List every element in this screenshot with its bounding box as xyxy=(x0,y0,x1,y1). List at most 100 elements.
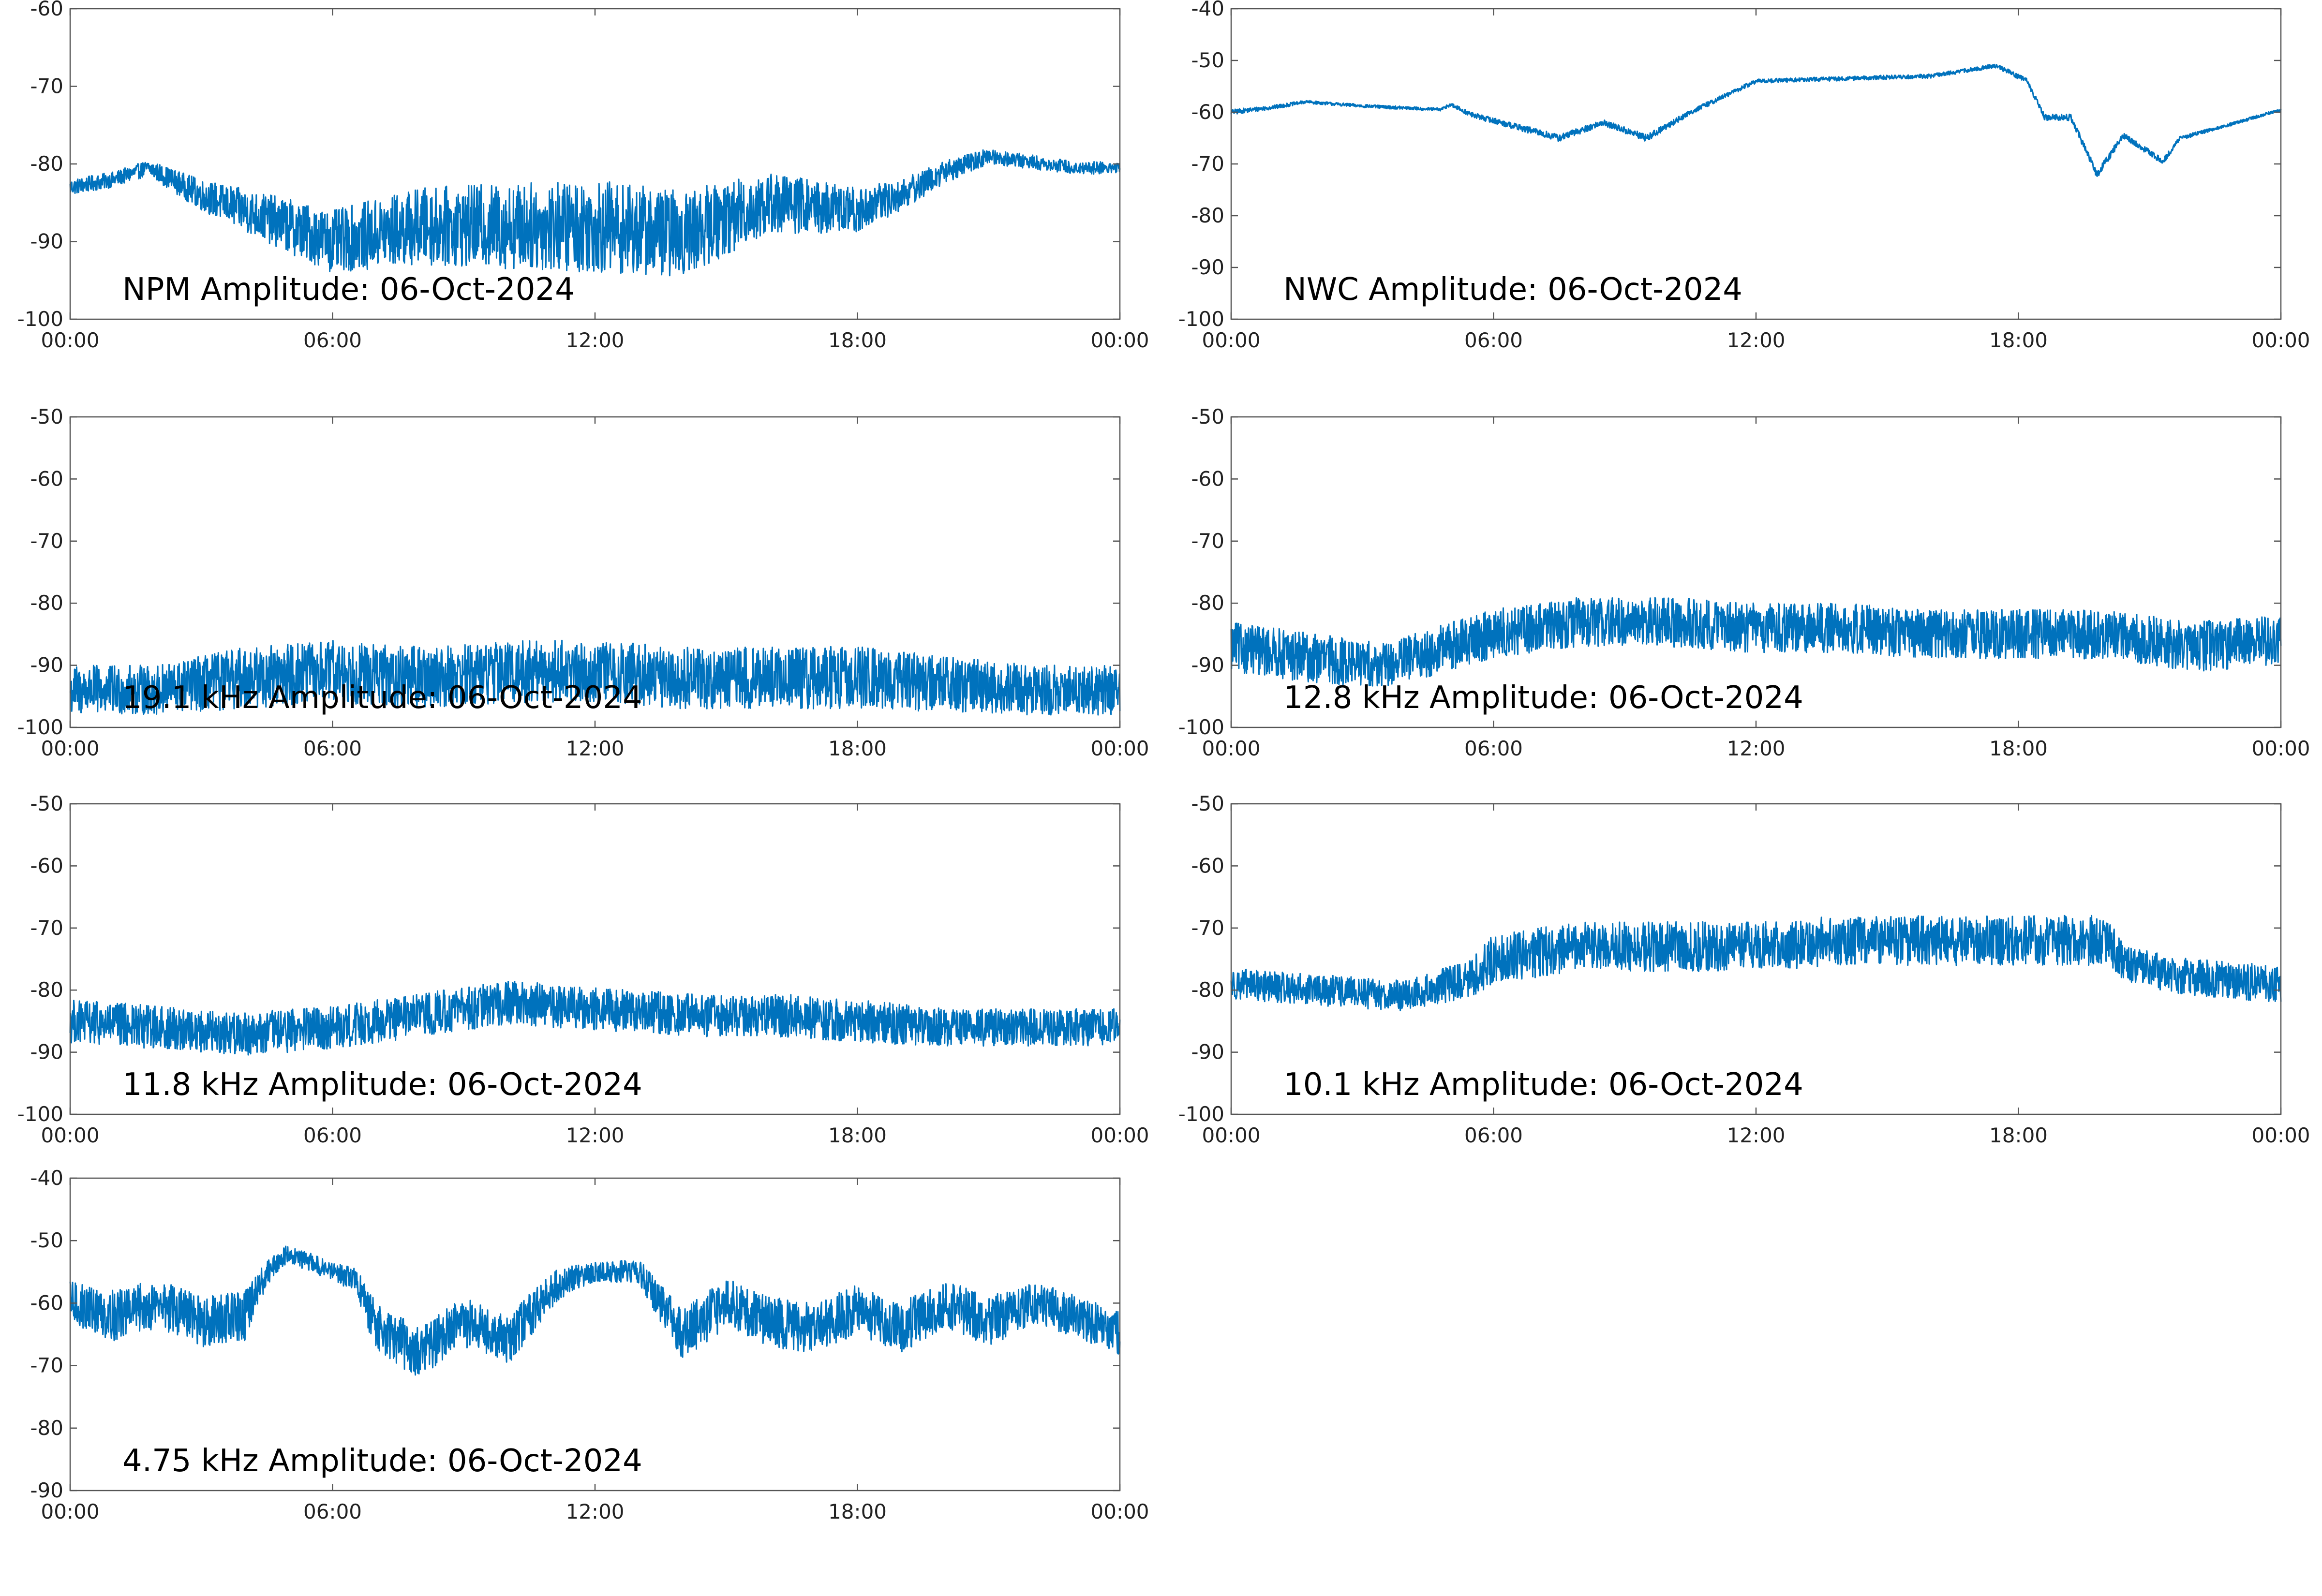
x-tick-label: 00:00 xyxy=(2251,1123,2310,1147)
y-tick-label: -80 xyxy=(1191,204,1224,227)
y-tick-label: -100 xyxy=(1178,307,1224,331)
x-tick-label: 06:00 xyxy=(1464,737,1523,760)
chart-panel-10-1-khz: -100 -90 -80 -70 -60 -50 00:00 06:00 12:00 18:00 0… xyxy=(1161,764,2322,1151)
x-tick-label: 12:00 xyxy=(1727,328,1785,352)
x-tick-label: 12:00 xyxy=(1727,1123,1785,1147)
y-tick-label: -90 xyxy=(30,653,63,677)
plot-title: 10.1 kHz Amplitude: 06-Oct-2024 xyxy=(1283,1067,1803,1103)
plot-title: 19.1 kHz Amplitude: 06-Oct-2024 xyxy=(122,680,642,716)
y-tick-label: -50 xyxy=(1191,48,1224,72)
y-tick-label: -90 xyxy=(1191,653,1224,677)
x-tick-label: 18:00 xyxy=(828,737,887,760)
y-tick-label: -60 xyxy=(1191,467,1224,490)
x-tick-label: 18:00 xyxy=(1989,737,2048,760)
series-line xyxy=(1230,915,2282,1011)
x-tick-label: 18:00 xyxy=(828,328,887,352)
x-tick-label: 00:00 xyxy=(1090,737,1149,760)
y-tick-label: -50 xyxy=(30,792,63,815)
y-tick-label: -70 xyxy=(30,529,63,553)
y-tick-label: -50 xyxy=(1191,792,1224,815)
y-tick-label: -100 xyxy=(17,715,63,739)
chart-panel-19-1-khz: -100 -90 -80 -70 -60 -50 00:00 06:00 12:00 18:00 0… xyxy=(0,377,1161,764)
y-tick-label: -60 xyxy=(30,854,63,877)
y-tick-label: -70 xyxy=(30,1354,63,1377)
y-tick-label: -60 xyxy=(30,467,63,490)
y-tick-label: -100 xyxy=(1178,715,1224,739)
y-tick-label: -90 xyxy=(1191,1040,1224,1064)
x-tick-label: 06:00 xyxy=(303,1500,362,1523)
chart-nwc: -100 -90 -80 -70 -60 -50 -40 00:00 06:00 12:00 18:… xyxy=(1178,0,2310,352)
plot-title: 11.8 kHz Amplitude: 06-Oct-2024 xyxy=(122,1067,642,1103)
y-tick-label: -90 xyxy=(30,230,63,253)
series-line xyxy=(69,149,1121,277)
y-tick-label: -50 xyxy=(30,405,63,429)
chart-panel-npm: -100 -90 -80 -70 -60 00:00 06:00 12:00 18:00 00:0… xyxy=(0,0,1161,377)
x-tick-label: 12:00 xyxy=(566,328,624,352)
y-tick-label: -90 xyxy=(1191,255,1224,279)
plot-title: NPM Amplitude: 06-Oct-2024 xyxy=(122,272,575,308)
x-tick-label: 12:00 xyxy=(1727,737,1785,760)
chart-11-8-khz: -100 -90 -80 -70 -60 -50 00:00 06:00 12:00 18:00 0… xyxy=(17,792,1149,1147)
x-tick-label: 00:00 xyxy=(1090,328,1149,352)
x-tick-label: 18:00 xyxy=(1989,1123,2048,1147)
x-tick-label: 00:00 xyxy=(41,1500,99,1523)
x-tick-label: 06:00 xyxy=(303,328,362,352)
x-tick-label: 00:00 xyxy=(41,328,99,352)
series-line xyxy=(69,981,1121,1056)
chart-4-75-khz: -90 -80 -70 -60 -50 -40 00:00 06:00 12:00 18:00 00… xyxy=(30,1166,1149,1523)
chart-panel-11-8-khz: -100 -90 -80 -70 -60 -50 00:00 06:00 12:00 18:00 0… xyxy=(0,764,1161,1151)
x-tick-label: 12:00 xyxy=(566,1500,624,1523)
chart-panel-nwc: -100 -90 -80 -70 -60 -50 -40 00:00 06:00 12:00 18:… xyxy=(1161,0,2322,377)
series-line xyxy=(69,639,1121,716)
chart-10-1-khz: -100 -90 -80 -70 -60 -50 00:00 06:00 12:00 18:00 0… xyxy=(1178,792,2310,1147)
series-line xyxy=(1230,63,2282,177)
y-tick-label: -60 xyxy=(30,1291,63,1315)
y-tick-label: -90 xyxy=(30,1040,63,1064)
x-tick-label: 06:00 xyxy=(1464,1123,1523,1147)
y-tick-label: -80 xyxy=(1191,591,1224,615)
series-line xyxy=(1230,597,2282,687)
y-tick-label: -80 xyxy=(30,978,63,1002)
x-tick-label: 18:00 xyxy=(828,1500,887,1523)
chart-npm: -100 -90 -80 -70 -60 00:00 06:00 12:00 18:00 00:0… xyxy=(17,0,1149,352)
x-tick-label: 06:00 xyxy=(303,1123,362,1147)
x-tick-label: 00:00 xyxy=(1202,328,1260,352)
x-tick-label: 00:00 xyxy=(1090,1123,1149,1147)
x-tick-label: 00:00 xyxy=(2251,737,2310,760)
y-tick-label: -70 xyxy=(1191,529,1224,553)
x-tick-label: 18:00 xyxy=(828,1123,887,1147)
x-tick-label: 12:00 xyxy=(566,1123,624,1147)
y-tick-label: -60 xyxy=(1191,854,1224,877)
chart-19-1-khz: -100 -90 -80 -70 -60 -50 00:00 06:00 12:00 18:00 0… xyxy=(17,405,1149,760)
y-tick-label: -100 xyxy=(17,307,63,331)
chart-12-8-khz: -100 -90 -80 -70 -60 -50 00:00 06:00 12:00 18:00 0… xyxy=(1178,405,2310,760)
x-tick-label: 06:00 xyxy=(1464,328,1523,352)
y-tick-label: -40 xyxy=(1191,0,1224,20)
plot-title: NWC Amplitude: 06-Oct-2024 xyxy=(1283,272,1742,308)
y-tick-label: -70 xyxy=(1191,916,1224,940)
y-tick-label: -80 xyxy=(30,1416,63,1440)
x-tick-label: 06:00 xyxy=(303,737,362,760)
y-tick-label: -60 xyxy=(30,0,63,20)
x-tick-label: 00:00 xyxy=(1202,1123,1260,1147)
y-tick-label: -50 xyxy=(1191,405,1224,429)
y-tick-label: -90 xyxy=(30,1478,63,1502)
y-tick-label: -100 xyxy=(17,1102,63,1126)
x-tick-label: 00:00 xyxy=(1202,737,1260,760)
chart-panel-4-75-khz: -90 -80 -70 -60 -50 -40 00:00 06:00 12:00 18:00 00… xyxy=(0,1151,1161,1548)
series-line xyxy=(69,1245,1121,1376)
x-tick-label: 00:00 xyxy=(2251,328,2310,352)
x-tick-label: 12:00 xyxy=(566,737,624,760)
y-tick-label: -70 xyxy=(1191,152,1224,176)
chart-panel-12-8-khz: -100 -90 -80 -70 -60 -50 00:00 06:00 12:00 18:00 0… xyxy=(1161,377,2322,764)
x-tick-label: 18:00 xyxy=(1989,328,2048,352)
y-tick-label: -70 xyxy=(30,74,63,98)
y-tick-label: -70 xyxy=(30,916,63,940)
y-tick-label: -80 xyxy=(30,591,63,615)
x-tick-label: 00:00 xyxy=(41,737,99,760)
y-tick-label: -80 xyxy=(30,152,63,176)
y-tick-label: -100 xyxy=(1178,1102,1224,1126)
plot-title: 4.75 kHz Amplitude: 06-Oct-2024 xyxy=(122,1443,642,1479)
y-tick-label: -40 xyxy=(30,1166,63,1190)
